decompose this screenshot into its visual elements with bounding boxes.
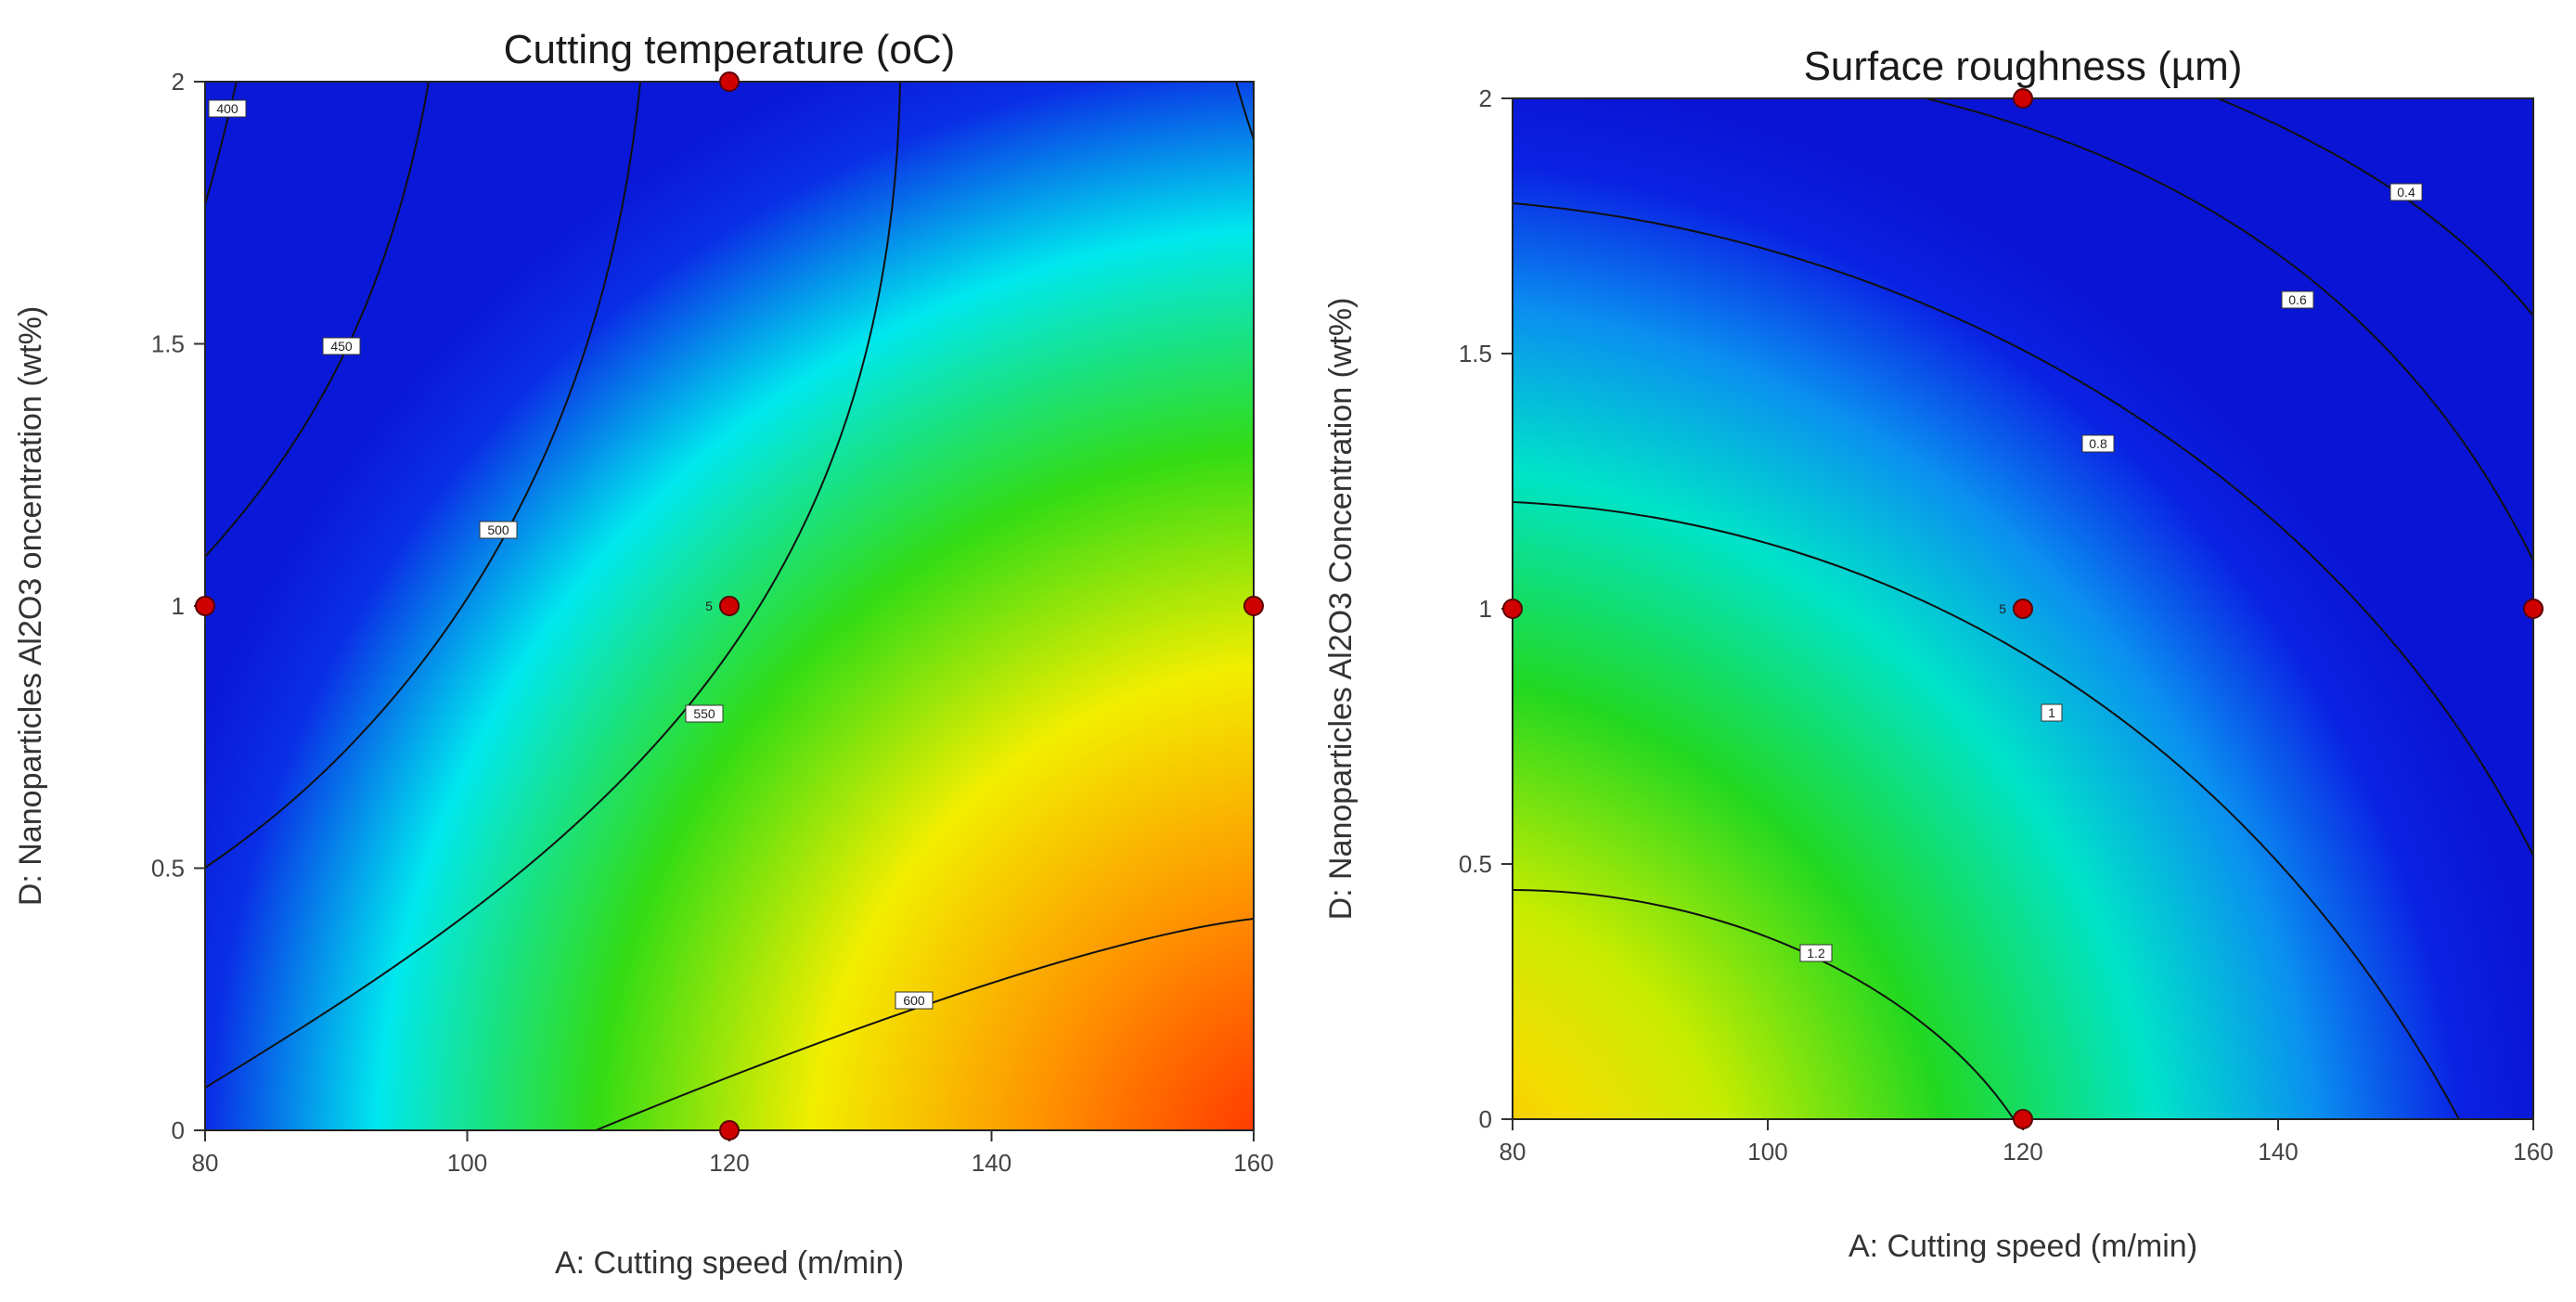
contour-label-400: 400 (208, 99, 247, 118)
svg-text:500: 500 (487, 522, 509, 537)
svg-text:0.8: 0.8 (2089, 436, 2107, 451)
chart-right-x-tick-label: 140 (2258, 1138, 2298, 1166)
svg-text:450: 450 (330, 339, 353, 354)
chart-left-design-point (719, 71, 740, 92)
chart-right-y-tick-label: 1.5 (1459, 340, 1492, 367)
chart-right-design-point (2013, 599, 2033, 619)
svg-text:400: 400 (216, 101, 238, 116)
chart-left-y-tick-label: 0 (172, 1116, 185, 1144)
contour-label-600: 600 (895, 991, 934, 1010)
chart-right-y-tick-label: 2 (1479, 84, 1492, 112)
chart-right-y-tick-label: 0.5 (1459, 850, 1492, 878)
chart-left-x-tick-label: 140 (972, 1149, 1011, 1177)
svg-text:0.4: 0.4 (2397, 185, 2415, 200)
chart-right-replicate-count: 5 (1999, 601, 2006, 616)
svg-text:550: 550 (693, 706, 715, 721)
chart-left-title: Cutting temperature (oC) (504, 27, 956, 72)
chart-left-design-point (195, 596, 215, 616)
contour-label-0.6: 0.6 (2281, 290, 2314, 309)
chart-left-x-tick-label: 160 (1233, 1149, 1273, 1177)
chart-right-title: Surface roughness (µm) (1804, 44, 2243, 89)
contour-line-1 (1513, 501, 2460, 1119)
svg-text:600: 600 (903, 993, 925, 1008)
chart-right-ticks: 80 100 120 140 160 0 0.5 1 1.5 2 (1459, 84, 2554, 1166)
chart-left-y-tick-label: 0.5 (151, 855, 185, 883)
chart-right: Surface roughness (µm) 0.4 0.6 0.8 1 (1323, 44, 2554, 1264)
contour-label-500: 500 (479, 521, 518, 539)
chart-left-y-tick-label: 1.5 (151, 330, 185, 358)
chart-left-design-point (719, 596, 740, 616)
chart-right-x-axis-label: A: Cutting speed (m/min) (1848, 1229, 2197, 1264)
chart-right-y-tick-label: 1 (1479, 595, 1492, 623)
chart-left-design-point (719, 1120, 740, 1141)
contour-label-1: 1 (2041, 703, 2063, 722)
contour-line-400 (205, 82, 238, 205)
chart-right-design-point (2523, 599, 2544, 619)
chart-right-design-point (2013, 1109, 2033, 1129)
contour-label-450: 450 (322, 337, 361, 355)
contour-line-500 (205, 82, 641, 869)
chart-right-design-points: 5 (1502, 88, 2544, 1129)
svg-text:1.2: 1.2 (1807, 946, 1825, 960)
contour-line-0.8 (1513, 202, 2533, 857)
chart-right-y-tick-label: 0 (1479, 1105, 1492, 1133)
contour-label-1.2: 1.2 (1799, 944, 1833, 962)
contour-line-650 (1235, 82, 1254, 140)
chart-right-design-point (2013, 88, 2033, 109)
chart-left-y-tick-label: 1 (172, 592, 185, 620)
chart-right-x-tick-label: 100 (1747, 1138, 1787, 1166)
chart-right-x-tick-label: 80 (1500, 1138, 1526, 1166)
chart-left-ticks: 80 100 120 140 160 0 0.5 1 1.5 2 (151, 68, 1274, 1177)
svg-text:0.6: 0.6 (2288, 292, 2307, 307)
contour-label-0.8: 0.8 (2081, 434, 2115, 453)
chart-right-design-point (1502, 599, 1523, 619)
chart-right-y-axis-label: D: Nanoparticles Al2O3 Concentration (wt… (1323, 298, 1359, 921)
chart-left-design-points: 5 (195, 71, 1264, 1141)
chart-right-x-tick-label: 120 (2003, 1138, 2042, 1166)
contour-line-0.4 (2217, 98, 2533, 316)
chart-left-x-axis-label: A: Cutting speed (m/min) (555, 1245, 904, 1281)
chart-left: Cutting temperature (oC) 400 450 500 550 (13, 27, 1274, 1281)
contour-line-0.6 (1925, 98, 2533, 561)
chart-left-design-point (1243, 596, 1264, 616)
chart-left-x-tick-label: 100 (447, 1149, 487, 1177)
chart-left-y-axis-label: D: Nanoparticles Al2O3 oncentration (wt%… (13, 306, 48, 906)
contour-label-0.4: 0.4 (2389, 183, 2423, 201)
contour-label-550: 550 (685, 704, 724, 723)
chart-left-replicate-count: 5 (705, 599, 713, 613)
chart-left-x-tick-label: 80 (192, 1149, 219, 1177)
chart-right-x-tick-label: 160 (2513, 1138, 2553, 1166)
contour-line-450 (205, 82, 430, 558)
chart-left-y-tick-label: 2 (172, 68, 185, 96)
svg-text:1: 1 (2048, 705, 2055, 720)
chart-left-x-tick-label: 120 (709, 1149, 749, 1177)
contour-line-600 (595, 918, 1254, 1130)
